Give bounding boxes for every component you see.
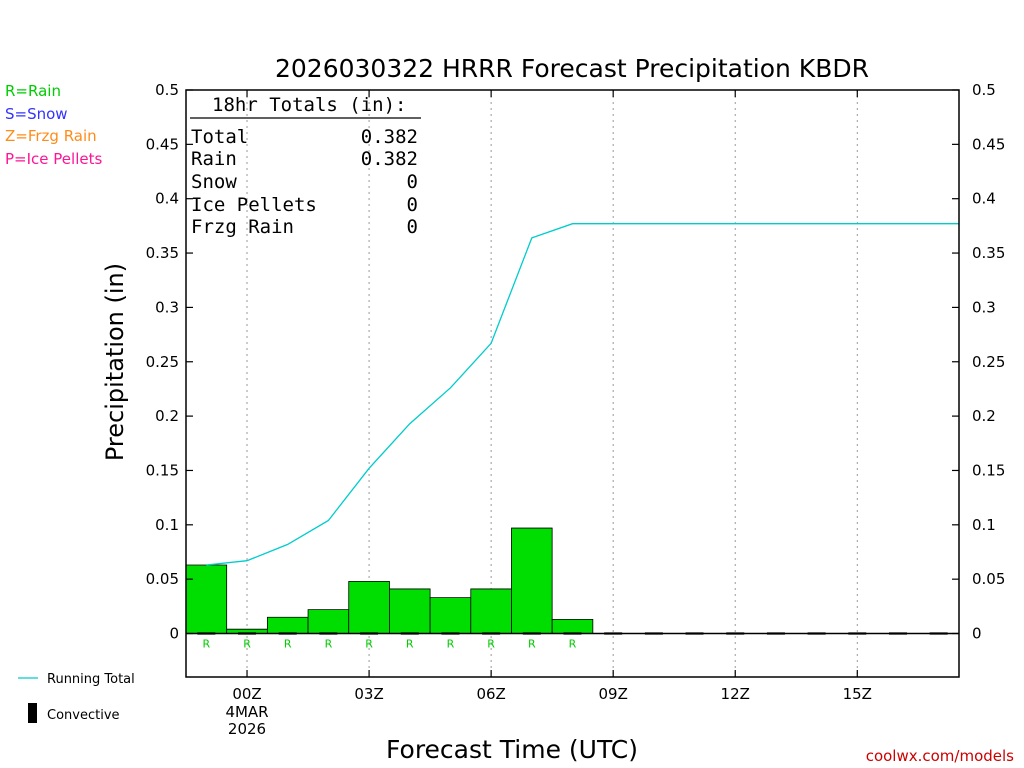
- y-tick-label-left: 0.05: [146, 570, 179, 588]
- totals-snow-value: 0: [407, 171, 418, 193]
- y-tick-label-left: 0.45: [146, 135, 179, 153]
- y-tick-label-right: 0.2: [972, 407, 996, 425]
- legend-rain: R=Rain: [5, 82, 61, 100]
- bottom-legend: Running Total Convective: [18, 672, 135, 723]
- y-tick-label-left: 0: [169, 625, 179, 643]
- y-tick-label-right: 0.35: [972, 244, 1005, 262]
- y-tick-label-left: 0.15: [146, 461, 179, 479]
- x-tick-label: 09Z: [598, 685, 627, 703]
- precip-bars: [185, 527, 594, 634]
- y-tick-label-left: 0.1: [155, 516, 179, 534]
- precip-type-label: R: [325, 638, 333, 651]
- totals-rain-label: Rain: [191, 148, 237, 170]
- x-tick-label: 03Z: [354, 685, 383, 703]
- precip-type-label: R: [487, 638, 495, 651]
- totals-header: 18hr Totals (in):: [212, 94, 406, 116]
- totals-box: 18hr Totals (in): Total 0.382 Rain 0.382…: [190, 94, 421, 238]
- y-tick-label-right: 0.25: [972, 353, 1005, 371]
- y-tick-label-left: 0.25: [146, 353, 179, 371]
- x-tick-sublabel: 4MAR: [225, 703, 268, 721]
- y-tick-label-left: 0.35: [146, 244, 179, 262]
- precip-type-label: R: [447, 638, 455, 651]
- x-tick-label: 00Z: [232, 685, 261, 703]
- y-tick-label-right: 0.1: [972, 516, 996, 534]
- watermark: coolwx.com/models: [866, 747, 1014, 765]
- precip-type-label: R: [365, 638, 373, 651]
- x-grid: [246, 90, 858, 677]
- totals-total-label: Total: [191, 126, 248, 148]
- y-tick-label-left: 0.4: [155, 190, 179, 208]
- precip-bar: [308, 609, 349, 634]
- precip-bar-outline: [551, 618, 594, 634]
- y-tick-label-right: 0.5: [972, 81, 996, 99]
- y-tick-label-right: 0.15: [972, 461, 1005, 479]
- x-axis-label: Forecast Time (UTC): [386, 735, 638, 764]
- precip-bar: [511, 528, 553, 634]
- y-tick-label-left: 0.3: [155, 298, 179, 316]
- running-total-line: [206, 223, 959, 566]
- precip-bar: [470, 588, 512, 634]
- convective-legend-label: Convective: [47, 708, 120, 723]
- totals-ice-label: Ice Pellets: [191, 194, 317, 216]
- x-tick-label: 06Z: [476, 685, 505, 703]
- y-tick-label-left: 0.5: [155, 81, 179, 99]
- precip-bar: [267, 617, 309, 634]
- precip-type-label: R: [569, 638, 577, 651]
- y-tick-label-right: 0: [972, 625, 982, 643]
- totals-frzg-value: 0: [407, 216, 418, 238]
- y-tick-label-right: 0.05: [972, 570, 1005, 588]
- y-axis-label: Precipitation (in): [101, 263, 129, 461]
- precip-bar: [186, 565, 227, 634]
- legend-frzg-rain: Z=Frzg Rain: [5, 127, 97, 145]
- precip-bar: [552, 619, 593, 634]
- precip-bar-outline: [511, 527, 553, 634]
- x-tick-label: 15Z: [843, 685, 872, 703]
- precip-type-label: R: [406, 638, 414, 651]
- chart-title: 2026030322 HRRR Forecast Precipitation K…: [275, 54, 869, 83]
- totals-snow-label: Snow: [191, 171, 237, 193]
- precip-bar: [348, 581, 390, 634]
- y-tick-label-right: 0.45: [972, 135, 1005, 153]
- x-tick-sublabel: 2026: [228, 720, 266, 738]
- precip-bar: [389, 588, 431, 634]
- precip-type-label: R: [243, 638, 251, 651]
- plot-frame: [185, 89, 960, 678]
- totals-total-value: 0.382: [361, 126, 418, 148]
- running-total-legend-label: Running Total: [47, 672, 135, 687]
- totals-frzg-label: Frzg Rain: [191, 216, 294, 238]
- precip-type-label: R: [203, 638, 211, 651]
- legend-ice-pellets: P=Ice Pellets: [5, 150, 102, 168]
- precip-type-legend: R=Rain S=Snow Z=Frzg Rain P=Ice Pellets: [5, 82, 102, 168]
- convective-legend-swatch: [28, 703, 37, 723]
- totals-rain-value: 0.382: [361, 148, 418, 170]
- x-tick-label: 12Z: [721, 685, 750, 703]
- totals-ice-value: 0: [407, 194, 418, 216]
- precip-type-label: R: [284, 638, 292, 651]
- legend-snow: S=Snow: [5, 105, 68, 123]
- y-tick-label-right: 0.3: [972, 298, 996, 316]
- precip-bar: [226, 629, 268, 634]
- y-tick-label-left: 0.2: [155, 407, 179, 425]
- precip-type-label: R: [528, 638, 536, 651]
- precip-bar: [430, 597, 471, 634]
- y-axis: 0 00.05 0.050.1 0.10.15 0.150.2 0.20.25 0.250.…: [146, 81, 1006, 643]
- y-tick-label-right: 0.4: [972, 190, 996, 208]
